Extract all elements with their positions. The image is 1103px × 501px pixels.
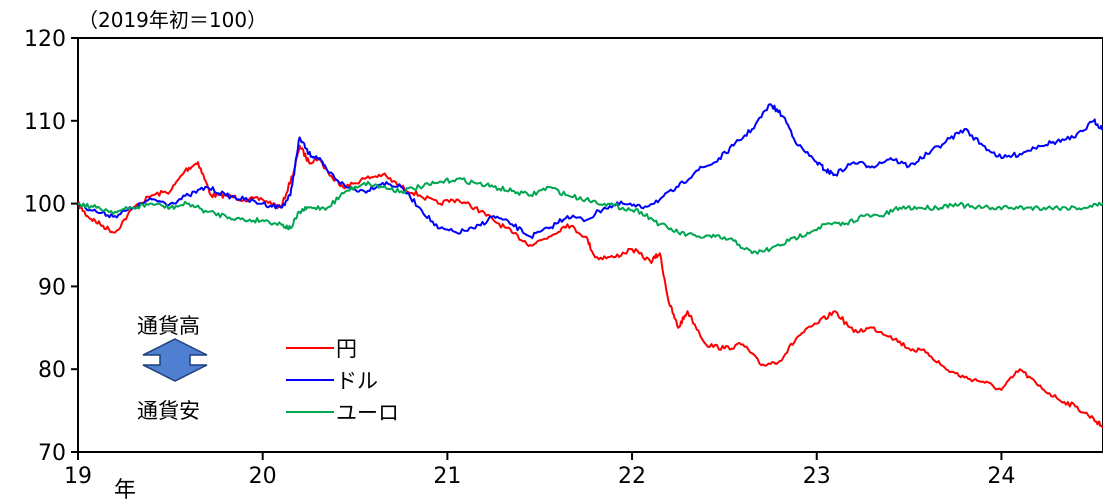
x-tick-label: 23 [803, 464, 831, 489]
series-line-1 [77, 144, 1103, 429]
legend-label: ユーロ [336, 401, 399, 425]
y-tick-label: 110 [24, 110, 66, 135]
plot-frame [77, 37, 1103, 453]
y-tick-label: 70 [38, 441, 66, 466]
y-axis: 70 80 90 100 110 120 [24, 27, 78, 466]
currency-up-label: 通貨高 [137, 314, 200, 338]
y-tick-label: 120 [24, 27, 66, 52]
y-tick-label: 100 [24, 193, 66, 218]
legend-label: ドル [336, 369, 378, 393]
y-tick-label: 80 [38, 358, 66, 383]
x-tick-label: 20 [249, 464, 277, 489]
chart-unit-note: （2019年初＝100） [78, 8, 267, 32]
double-arrow-icon [142, 338, 208, 382]
direction-annotation: 通貨高 通貨安 [137, 314, 208, 423]
x-tick-label: 24 [987, 464, 1015, 489]
series-line-3 [77, 177, 1103, 255]
x-tick-label: 19 [64, 464, 92, 489]
legend-label: 円 [336, 337, 357, 361]
y-tick-label: 90 [38, 275, 66, 300]
x-tick-label: 21 [433, 464, 461, 489]
plot-area [77, 37, 1103, 453]
x-unit-label: 年 [114, 478, 136, 501]
x-tick-label: 22 [618, 464, 646, 489]
series-line-2 [77, 103, 1103, 240]
series-lines [77, 103, 1103, 429]
x-axis: 19 20 21 22 23 24 [64, 452, 1015, 489]
currency-down-label: 通貨安 [137, 399, 200, 423]
